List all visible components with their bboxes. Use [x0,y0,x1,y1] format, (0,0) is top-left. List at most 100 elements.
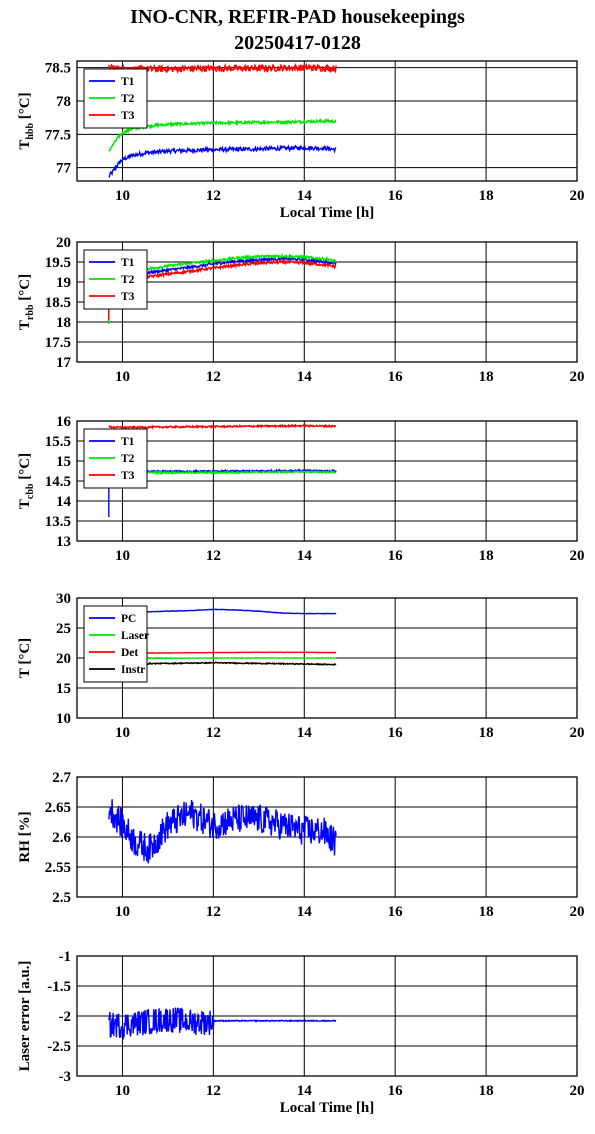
y-tick-label: 78.5 [45,61,71,77]
legend-label: T3 [121,470,135,482]
x-tick-label: 12 [206,1083,221,1099]
y-tick-label: 2.5 [52,890,71,906]
y-tick-label: 2.7 [52,770,71,786]
x-tick-label: 18 [479,188,494,204]
legend-label: T2 [121,453,135,465]
y-axis-label: Tcbb [°C] [17,453,36,509]
x-tick-label: 12 [206,188,221,204]
x-tick-label: 12 [206,369,221,385]
y-tick-label: -1.5 [47,979,71,995]
y-axis-label: RH [%] [17,811,33,862]
legend-box [83,428,148,489]
y-axis-label: Laser error [a.u.] [17,961,33,1072]
legend-label: PC [121,613,136,625]
y-axis-label: Trbb [°C] [17,274,36,330]
y-tick-label: 18 [56,315,71,331]
y-tick-label: 19 [56,275,71,291]
x-tick-label: 16 [388,1083,404,1099]
x-tick-label: 20 [570,548,585,564]
plot-frame [76,955,578,1077]
y-tick-label: 15 [56,454,71,470]
y-tick-label: 13.5 [45,514,71,530]
x-tick-label: 20 [570,1083,585,1099]
chart-panel-2: 10 12 14 16 18 20 17 17.5 18 18.5 19 19.5 20 Trbb [°C… [17,235,585,385]
legend: T1 T2 T3 [83,249,148,310]
y-tick-label: 15 [56,681,71,697]
x-axis-label: Local Time [h] [280,205,374,221]
x-axis-label: Local Time [h] [280,1100,374,1116]
legend: T1 T2 T3 [83,428,148,489]
x-tick-label: 14 [297,188,313,204]
series-line-t1 [108,144,337,179]
chart-title-line1: INO-CNR, REFIR-PAD housekeepings [130,6,465,28]
legend-label: Det [121,647,138,659]
legend-label: T1 [121,76,135,88]
x-tick-label: 10 [115,904,130,920]
y-tick-label: 17.5 [45,335,71,351]
x-tick-label: 14 [297,548,313,564]
x-tick-label: 12 [206,904,221,920]
legend: T1 T2 T3 [83,68,148,129]
x-tick-label: 12 [206,548,221,564]
legend-label: T1 [121,436,135,448]
x-tick-label: 18 [479,369,494,385]
plot-frame [76,776,578,898]
y-tick-label: 13 [56,534,71,550]
legend-label: T2 [121,274,135,286]
x-tick-label: 10 [115,725,130,741]
x-tick-label: 20 [570,188,585,204]
chart-title-line2: 20250417-0128 [234,32,361,54]
x-tick-label: 16 [388,904,404,920]
y-tick-label: 15.5 [45,434,71,450]
series-line [108,799,337,864]
y-tick-label: -2.5 [47,1039,71,1055]
y-tick-label: -2 [59,1009,72,1025]
y-tick-label: 14.5 [45,474,71,490]
y-tick-label: 20 [56,651,71,667]
chart-panel-6: 10 12 14 16 18 20 -3 -2.5 -2 -1.5 -1 Local Time [h]… [17,949,585,1116]
series-line-t3 [108,423,337,430]
y-tick-label: -1 [59,949,72,965]
y-tick-label: 14 [56,494,72,510]
plot-frame [76,241,578,363]
x-tick-label: 10 [115,1083,130,1099]
x-tick-label: 14 [297,725,313,741]
legend-label: T3 [121,110,135,122]
x-tick-label: 12 [206,725,221,741]
x-tick-label: 10 [115,188,130,204]
y-tick-label: 30 [56,591,71,607]
x-tick-label: 10 [115,548,130,564]
x-tick-label: 18 [479,1083,494,1099]
plot-frame [76,60,578,182]
y-tick-label: 16 [56,414,72,430]
x-tick-label: 18 [479,725,494,741]
y-axis-label: T [°C] [17,638,33,678]
y-tick-label: 78 [56,94,71,110]
plot-frame [76,597,578,719]
series-line [108,1007,337,1041]
y-tick-label: 18.5 [45,295,71,311]
x-tick-label: 10 [115,369,130,385]
x-tick-label: 20 [570,725,585,741]
y-tick-label: 17 [56,355,72,371]
x-tick-label: 14 [297,904,313,920]
x-tick-label: 18 [479,904,494,920]
x-tick-label: 16 [388,188,404,204]
chart-panel-3: 10 12 14 16 18 20 13 13.5 14 14.5 15 15.5 16 Tcbb [°C… [17,414,585,564]
legend-label: T2 [121,93,135,105]
chart-panel-5: 10 12 14 16 18 20 2.5 2.55 2.6 2.65 2.7 RH [%] [17,770,585,920]
y-axis-label: Thbb [°C] [17,92,36,149]
y-tick-label: 2.55 [45,860,71,876]
legend-label: Instr [121,664,145,676]
legend-label: T1 [121,257,135,269]
legend-label: Laser [121,630,149,642]
y-tick-label: 77 [56,161,72,177]
x-tick-label: 16 [388,725,404,741]
x-tick-label: 16 [388,548,404,564]
legend: PC Laser Det Instr [83,605,149,683]
y-tick-label: -3 [59,1069,72,1085]
x-tick-label: 20 [570,369,585,385]
y-tick-label: 10 [56,711,71,727]
series-group [108,799,337,864]
legend-label: T3 [121,291,135,303]
